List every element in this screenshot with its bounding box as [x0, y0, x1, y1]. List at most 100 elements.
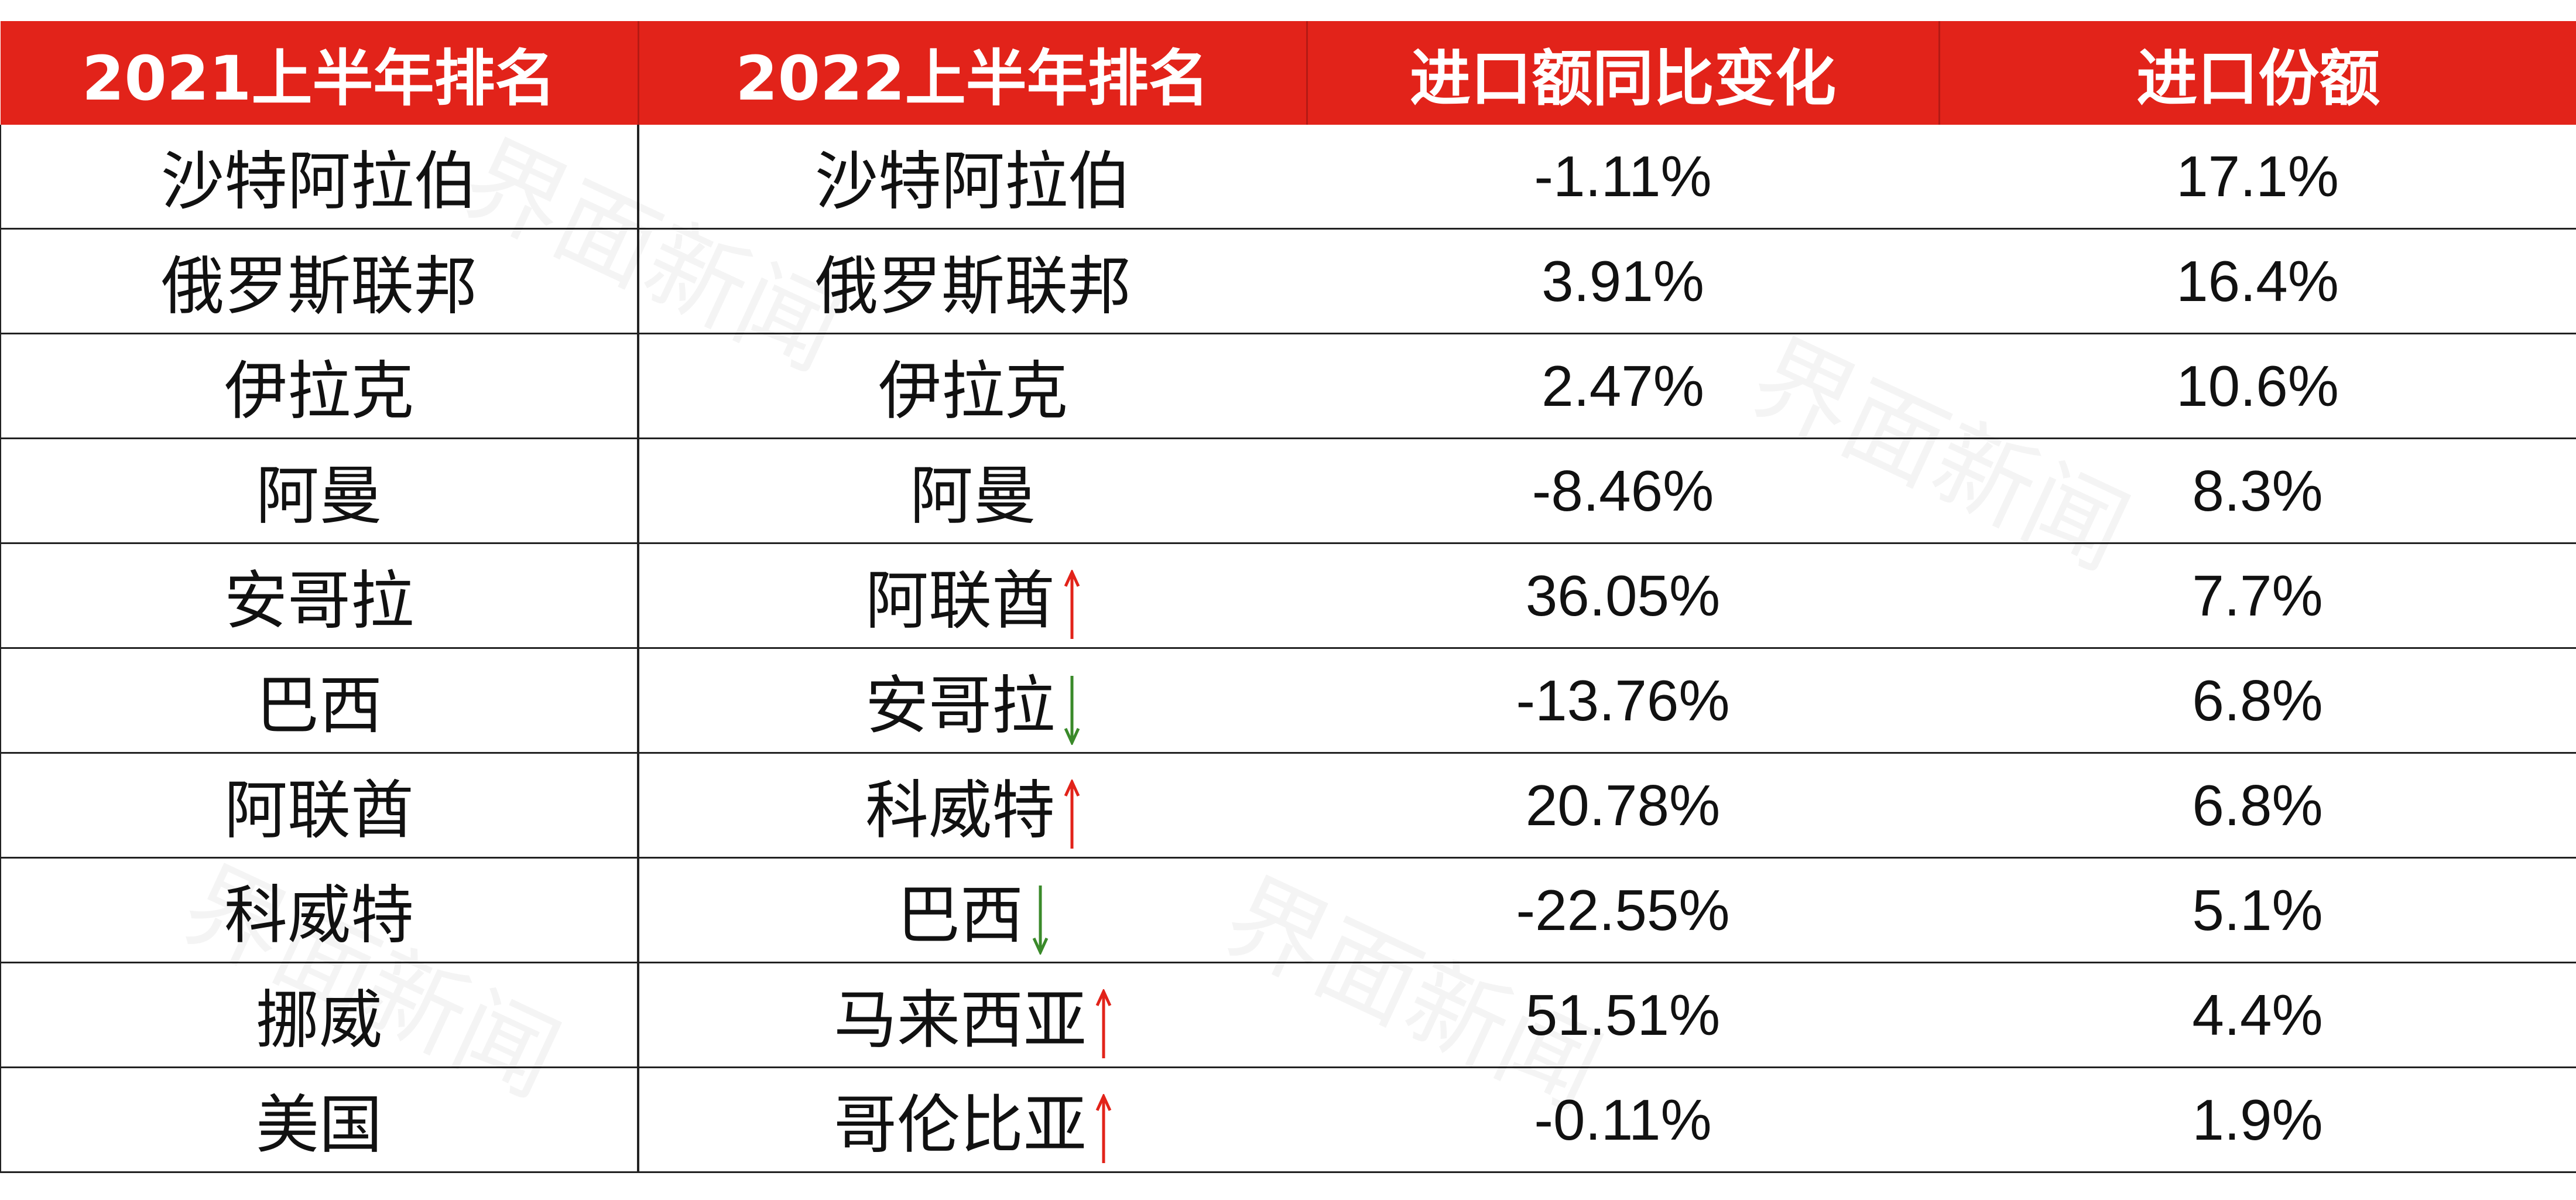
cell-text: 俄罗斯联邦: [160, 250, 477, 323]
header-cell: 进口额同比变化: [1306, 21, 1939, 125]
table-cell: -8.46%: [1307, 438, 1939, 544]
table-row: 伊拉克 伊拉克 2.47% 10.6%: [0, 333, 2576, 439]
rank-down-arrow: [1032, 886, 1049, 955]
table-row: 巴西 安哥拉 -13.76% 6.8%: [0, 648, 2576, 754]
cell-text: 伊拉克: [878, 355, 1068, 428]
table-row: 阿联酋 科威特 20.78% 6.8%: [0, 753, 2576, 859]
table-cell: 8.3%: [1939, 438, 2576, 544]
table-cell: 伊拉克: [637, 333, 1307, 439]
table-cell: 俄罗斯联邦: [637, 228, 1307, 334]
header-cell: 进口份额: [1938, 21, 2576, 125]
table-cell: 沙特阿拉伯: [0, 125, 638, 230]
table-cell: -13.76%: [1307, 648, 1939, 754]
table-cell: 51.51%: [1307, 962, 1939, 1068]
header-row: 2021上半年排名 2022上半年排名 进口额同比变化 进口份额: [1, 21, 2576, 125]
cell-text: 巴西: [896, 879, 1023, 952]
table-row: 沙特阿拉伯 沙特阿拉伯 -1.11% 17.1%: [0, 125, 2576, 230]
cell-text: 4.4%: [2192, 982, 2323, 1047]
table-row: 俄罗斯联邦 俄罗斯联邦 3.91% 16.4%: [0, 228, 2576, 334]
cell-text: -13.76%: [1516, 668, 1730, 733]
cell-text: 安哥拉: [224, 565, 414, 638]
cell-text: 马来西亚: [833, 984, 1087, 1057]
cell-text: 3.91%: [1542, 248, 1704, 313]
rank-up-arrow: [1095, 1094, 1112, 1164]
table-cell: 巴西: [637, 857, 1307, 963]
rank-down-arrow: [1064, 676, 1080, 746]
cell-text: 阿联酋: [224, 774, 414, 847]
cell-text: 6.8%: [2192, 668, 2323, 733]
table-cell: 2.47%: [1307, 333, 1939, 439]
cell-text: -22.55%: [1516, 877, 1730, 942]
table-body: 沙特阿拉伯 沙特阿拉伯 -1.11% 17.1% 俄罗斯联邦 俄罗斯联邦 3.91% 16.4…: [0, 125, 2576, 1173]
table-cell: -1.11%: [1307, 125, 1939, 230]
cell-text: -0.11%: [1534, 1087, 1712, 1152]
table-row: 挪威 马来西亚 51.51% 4.4%: [0, 962, 2576, 1068]
table-cell: 马来西亚: [637, 962, 1307, 1068]
table-cell: 6.8%: [1939, 753, 2576, 859]
cell-text: 挪威: [255, 984, 382, 1057]
cell-text: 科威特: [224, 879, 414, 952]
cell-text: 8.3%: [2192, 458, 2323, 523]
cell-text: 美国: [255, 1089, 382, 1162]
cell-text: -1.11%: [1534, 143, 1712, 208]
table-cell: 10.6%: [1939, 333, 2576, 439]
table-cell: 俄罗斯联邦: [0, 228, 638, 334]
table-cell: 6.8%: [1939, 648, 2576, 754]
cell-text: 阿联酋: [865, 565, 1055, 638]
cell-text: 俄罗斯联邦: [814, 250, 1131, 323]
table-cell: 安哥拉: [0, 543, 638, 649]
table-header: 2021上半年排名 2022上半年排名 进口额同比变化 进口份额: [1, 21, 2576, 125]
cell-text: 沙特阿拉伯: [814, 145, 1131, 218]
table-cell: -22.55%: [1307, 857, 1939, 963]
table-cell: 美国: [0, 1067, 638, 1173]
table-cell: 3.91%: [1307, 228, 1939, 334]
cell-text: 20.78%: [1525, 772, 1721, 837]
cell-text: 17.1%: [2176, 143, 2339, 208]
rank-up-arrow: [1064, 780, 1080, 849]
cell-text: 6.8%: [2192, 772, 2323, 837]
header-cell: 2022上半年排名: [637, 21, 1307, 125]
table-cell: 36.05%: [1307, 543, 1939, 649]
table-cell: 16.4%: [1939, 228, 2576, 334]
data-table: 2021上半年排名 2022上半年排名 进口额同比变化 进口份额 沙特阿拉伯 沙特…: [0, 21, 2576, 1173]
table-row: 阿曼 阿曼 -8.46% 8.3%: [0, 438, 2576, 544]
table-cell: 1.9%: [1939, 1067, 2576, 1173]
cell-text: 伊拉克: [224, 355, 414, 428]
table-cell: 阿曼: [0, 438, 638, 544]
table-cell: 安哥拉: [637, 648, 1307, 754]
table-cell: 17.1%: [1939, 125, 2576, 230]
table-cell: 4.4%: [1939, 962, 2576, 1068]
cell-text: 10.6%: [2176, 353, 2339, 418]
cell-text: 阿曼: [255, 460, 382, 533]
cell-text: 7.7%: [2192, 563, 2323, 628]
cell-text: 51.51%: [1525, 982, 1721, 1047]
cell-text: 36.05%: [1525, 563, 1721, 628]
rank-up-arrow: [1095, 989, 1112, 1059]
cell-text: 2.47%: [1542, 353, 1704, 418]
cell-text: 科威特: [865, 774, 1055, 847]
table-cell: 挪威: [0, 962, 638, 1068]
cell-text: 16.4%: [2176, 248, 2339, 313]
table-row: 安哥拉 阿联酋 36.05% 7.7%: [0, 543, 2576, 649]
cell-text: 1.9%: [2192, 1087, 2323, 1152]
cell-text: 5.1%: [2192, 877, 2323, 942]
cell-text: 巴西: [255, 669, 382, 743]
table-cell: 科威特: [637, 753, 1307, 859]
header-cell: 2021上半年排名: [1, 21, 638, 125]
table-row: 科威特 巴西 -22.55% 5.1%: [0, 857, 2576, 963]
table-cell: 5.1%: [1939, 857, 2576, 963]
table-cell: -0.11%: [1307, 1067, 1939, 1173]
table-cell: 阿联酋: [637, 543, 1307, 649]
cell-text: 哥伦比亚: [833, 1089, 1087, 1162]
table-cell: 7.7%: [1939, 543, 2576, 649]
cell-text: 阿曼: [909, 460, 1036, 533]
table-cell: 巴西: [0, 648, 638, 754]
cell-text: 安哥拉: [865, 669, 1055, 743]
table-cell: 阿曼: [637, 438, 1307, 544]
cell-text: -8.46%: [1532, 458, 1714, 523]
table-row: 美国 哥伦比亚 -0.11% 1.9%: [0, 1067, 2576, 1173]
rank-up-arrow: [1064, 570, 1080, 640]
cell-text: 沙特阿拉伯: [160, 145, 477, 218]
table-cell: 哥伦比亚: [637, 1067, 1307, 1173]
